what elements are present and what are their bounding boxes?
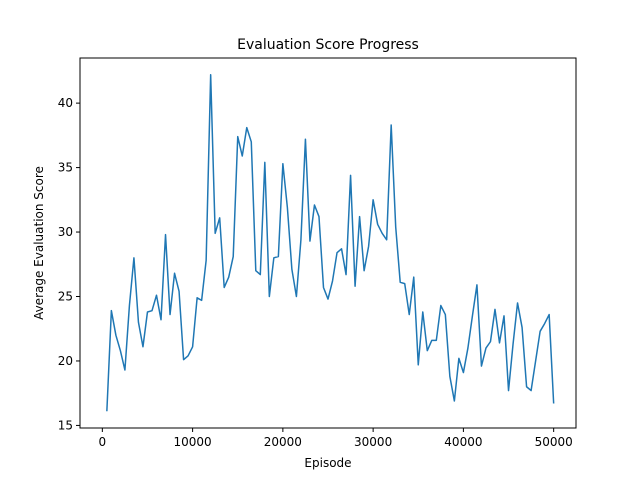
x-tick-label: 10000 (174, 435, 212, 449)
x-tick-label: 40000 (444, 435, 482, 449)
x-tick-label: 20000 (264, 435, 302, 449)
y-tick-label: 25 (58, 290, 73, 304)
y-tick-label: 30 (58, 225, 73, 239)
x-tick-label: 30000 (354, 435, 392, 449)
x-tick-label: 0 (99, 435, 107, 449)
x-axis-label: Episode (304, 456, 351, 470)
y-tick-label: 35 (58, 161, 73, 175)
plot-area-frame (79, 57, 577, 429)
y-tick-label: 20 (58, 354, 73, 368)
y-tick-label: 15 (58, 418, 73, 432)
chart-title: Evaluation Score Progress (237, 37, 419, 53)
y-axis-label: Average Evaluation Score (32, 166, 46, 320)
series-line (106, 74, 555, 412)
y-axis: 15 20 25 30 35 40 (58, 96, 80, 432)
x-tick-label: 50000 (535, 435, 573, 449)
y-tick-label: 40 (58, 96, 73, 110)
x-axis: 0 10000 20000 30000 40000 50000 (99, 428, 573, 449)
